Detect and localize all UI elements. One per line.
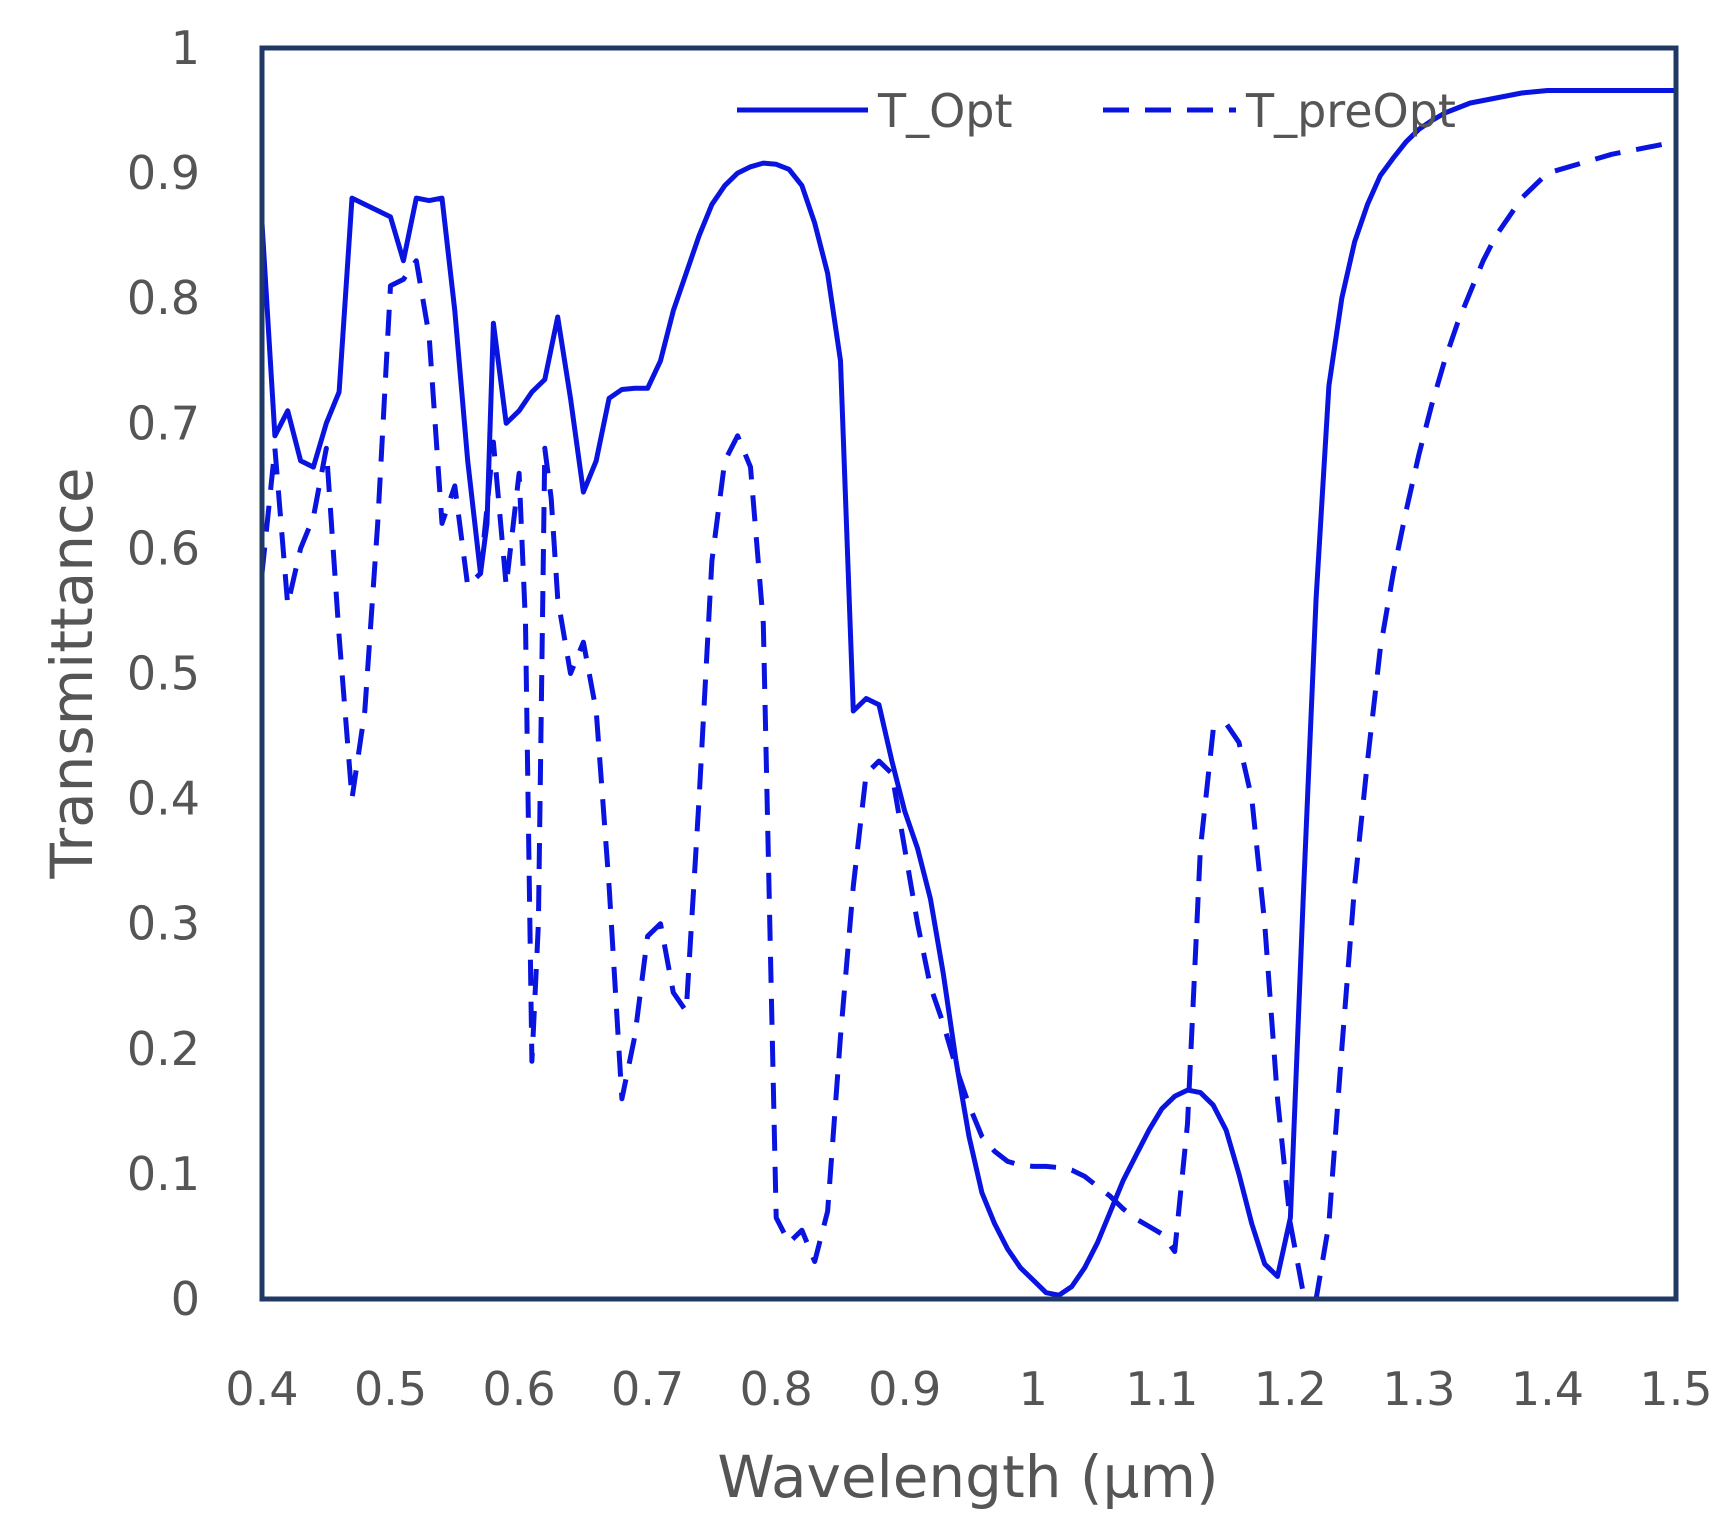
y-tick-label: 0.9 [127, 146, 200, 200]
x-tick-label: 0.7 [611, 1362, 684, 1416]
x-tick-label: 0.6 [483, 1362, 556, 1416]
x-axis-ticks: 0.4 0.5 0.6 0.7 0.8 0.9 1 1.1 1.2 1.3 1.4 1.5 [225, 1362, 1712, 1416]
legend-label: T_preOpt [1245, 84, 1456, 138]
x-tick-label: 0.4 [225, 1362, 298, 1416]
series-layer [259, 88, 1677, 1302]
x-tick-label: 1.2 [1254, 1362, 1327, 1416]
series-line-solid [259, 88, 1676, 1298]
x-tick-label: 1.4 [1511, 1362, 1584, 1416]
x-tick-label: 0.8 [740, 1362, 813, 1416]
plot-frame [259, 45, 1679, 1302]
y-tick-label: 0.6 [127, 521, 200, 575]
x-tick-label: 1.1 [1125, 1362, 1198, 1416]
y-tick-label: 0.7 [127, 396, 200, 450]
y-tick-label: 0.3 [127, 897, 200, 951]
legend: T_Opt T_preOpt [737, 84, 1456, 138]
y-tick-label: 1 [171, 21, 200, 75]
y-tick-label: 0.4 [127, 772, 200, 826]
x-tick-label: 0.9 [868, 1362, 941, 1416]
legend-label: T_Opt [877, 84, 1013, 138]
y-tick-label: 0 [171, 1272, 200, 1326]
x-tick-label: 0.5 [354, 1362, 427, 1416]
y-tick-label: 0.8 [127, 271, 200, 325]
x-tick-label: 1.5 [1639, 1362, 1712, 1416]
x-tick-label: 1 [1019, 1362, 1048, 1416]
x-axis-title: Wavelength (μm) [717, 1443, 1218, 1511]
y-tick-label: 0.5 [127, 647, 200, 701]
y-axis-ticks: 0 0.1 0.2 0.3 0.4 0.5 0.6 0.7 0.8 0.9 1 [127, 21, 200, 1326]
series-line-dashed [259, 139, 1677, 1302]
y-tick-label: 0.2 [127, 1022, 200, 1076]
y-axis-title: Transmittance [38, 467, 106, 879]
x-tick-label: 1.3 [1382, 1362, 1455, 1416]
y-tick-label: 0.1 [127, 1147, 200, 1201]
